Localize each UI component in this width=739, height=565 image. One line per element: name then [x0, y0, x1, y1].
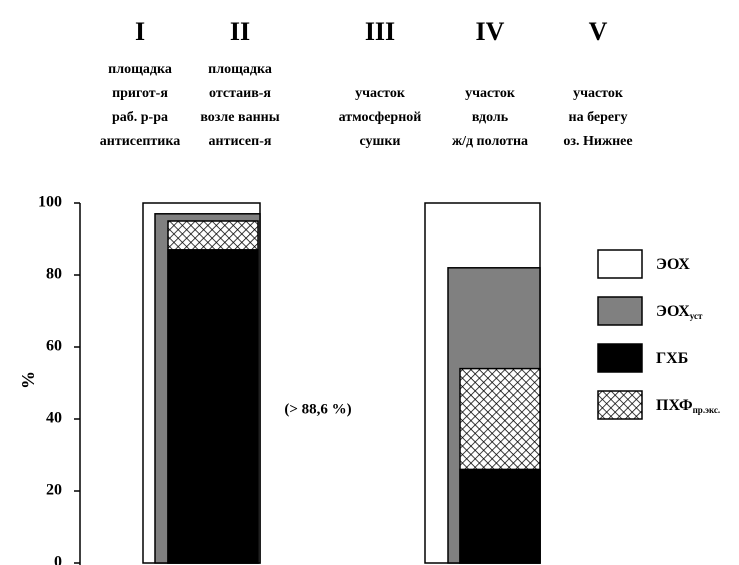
bar	[167, 249, 259, 564]
category-description: площадка	[108, 62, 172, 77]
y-tick-label: 80	[46, 266, 62, 283]
legend-subscript: пр.экс.	[693, 405, 721, 415]
category-description: возле ванны	[200, 110, 279, 125]
y-axis-label: %	[18, 371, 38, 389]
legend-name: ПХФ	[656, 397, 693, 414]
legend-label: ГХБ	[656, 350, 688, 367]
category-description: антисеп-я	[209, 134, 272, 149]
category-description: отстаив-я	[209, 86, 271, 101]
category-label: III	[365, 17, 395, 46]
legend-swatch	[597, 296, 643, 326]
category-description: на берегу	[569, 110, 628, 125]
y-tick-label: 60	[46, 338, 62, 355]
legend-label: ЭОХ	[656, 256, 690, 273]
legend-name: ГХБ	[656, 350, 688, 367]
legend-swatch	[597, 343, 643, 373]
legend-name: ЭОХ	[656, 303, 690, 320]
category-description: площадка	[208, 62, 272, 77]
legend-label: ПХФпр.экс.	[656, 397, 720, 415]
category-description: атмосферной	[339, 110, 422, 125]
annotation: (> 88,6 %)	[284, 401, 351, 417]
category-label: V	[589, 17, 608, 46]
legend-name: ЭОХ	[656, 256, 690, 273]
y-tick-label: 0	[54, 554, 62, 565]
y-tick-label: 20	[46, 482, 62, 499]
legend-swatch	[597, 249, 643, 279]
category-description: ж/д полотна	[452, 134, 528, 149]
bar	[459, 468, 541, 564]
category-description: участок	[573, 86, 624, 101]
category-label: IV	[476, 17, 505, 46]
legend-label: ЭОХуст	[656, 303, 703, 321]
category-label: I	[135, 17, 145, 46]
category-description: антисептика	[100, 134, 180, 149]
category-description: участок	[465, 86, 516, 101]
category-description: вдоль	[472, 110, 509, 125]
category-description: раб. р-ра	[112, 110, 168, 125]
category-label: II	[230, 17, 250, 46]
legend-swatch	[597, 390, 643, 420]
category-description: участок	[355, 86, 406, 101]
category-description: пригот-я	[112, 86, 168, 101]
category-description: сушки	[360, 134, 401, 149]
category-description: оз. Нижнее	[563, 134, 632, 149]
y-tick-label: 40	[46, 410, 62, 427]
legend-subscript: уст	[690, 311, 703, 321]
y-tick-label: 100	[38, 194, 62, 211]
